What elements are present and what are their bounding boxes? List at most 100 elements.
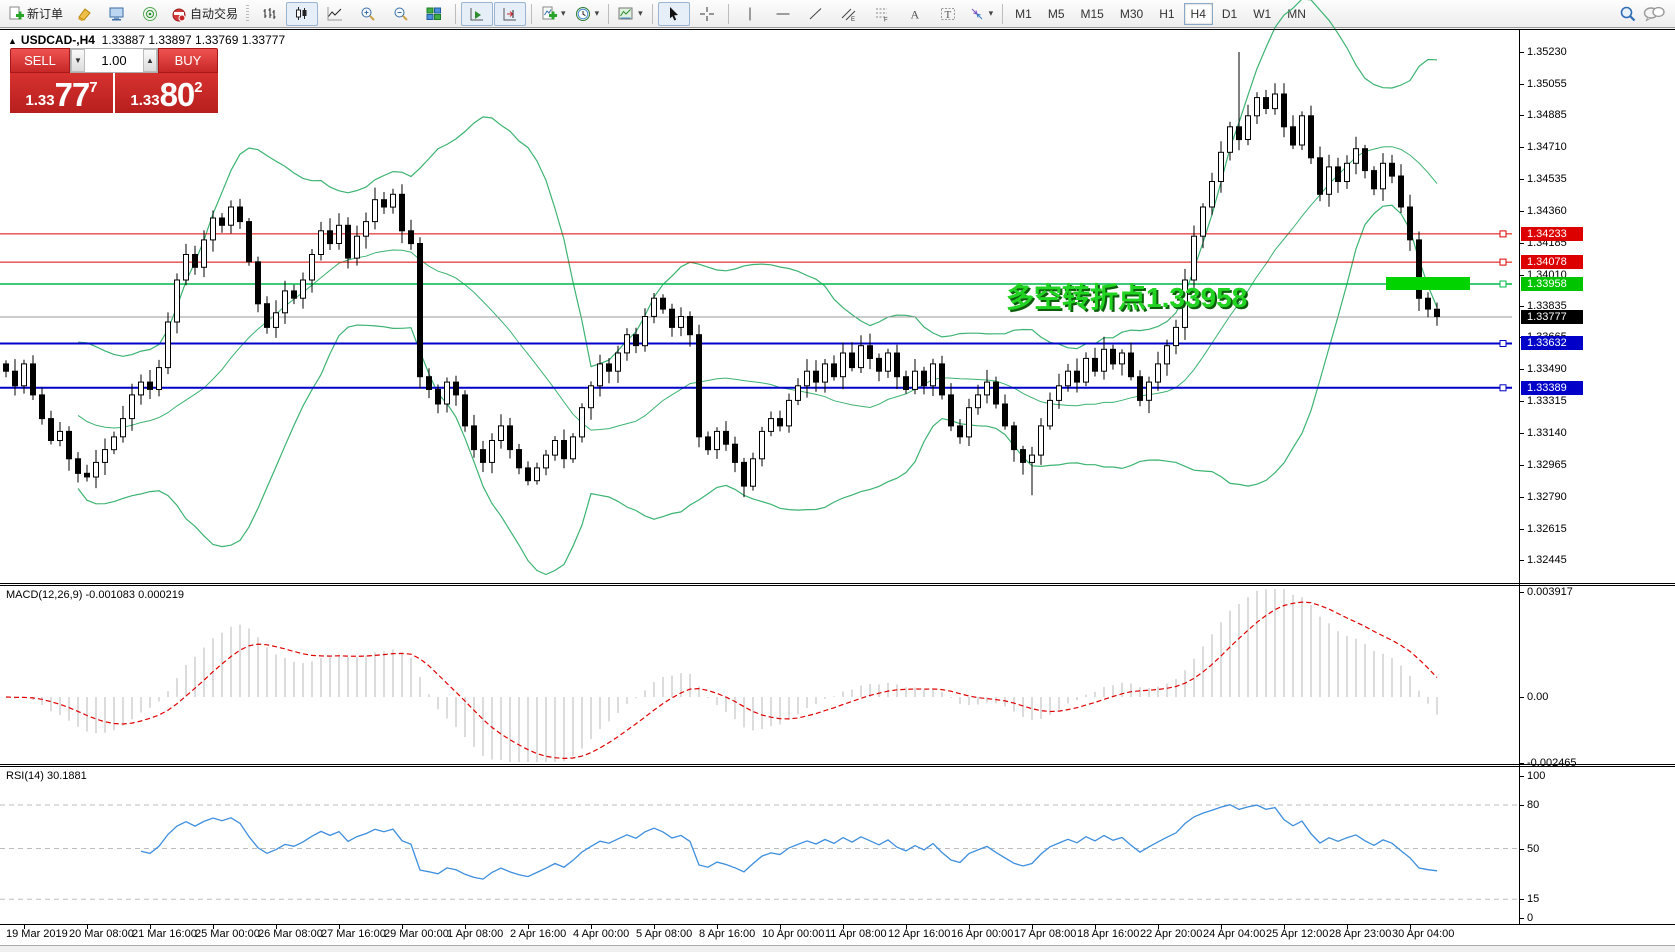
time-axis-label[interactable]: 2 Apr 16:00 xyxy=(510,928,567,940)
cursor-button[interactable] xyxy=(657,1,690,26)
search-icon[interactable] xyxy=(1619,5,1637,23)
time-axis-label[interactable]: 30 Apr 04:00 xyxy=(1392,928,1455,940)
styler-button[interactable] xyxy=(68,2,100,26)
macd-tick-label: 0.003917 xyxy=(1527,586,1573,598)
fibonacci-button[interactable]: F xyxy=(866,2,898,26)
bar-chart-button[interactable] xyxy=(253,2,285,26)
volume-decrease-button[interactable]: ▼ xyxy=(71,49,85,72)
time-tick xyxy=(339,924,340,929)
symbol-period-label: USDCAD-,H4 xyxy=(20,33,95,47)
vertical-line-button[interactable] xyxy=(734,2,766,26)
time-axis-label[interactable]: 27 Mar 16:00 xyxy=(321,928,386,940)
horizontal-line-button[interactable] xyxy=(767,2,799,26)
time-axis-label[interactable]: 10 Apr 00:00 xyxy=(762,928,825,940)
chart-window xyxy=(0,29,1675,945)
time-axis-label[interactable]: 21 Mar 16:00 xyxy=(132,928,197,940)
time-axis-label[interactable]: 20 Mar 08:00 xyxy=(69,928,134,940)
price-line-flag[interactable]: 1.34233 xyxy=(1521,227,1583,241)
time-axis-label[interactable]: 8 Apr 16:00 xyxy=(699,928,756,940)
window-edge xyxy=(0,945,1675,946)
svg-text:F: F xyxy=(884,17,888,22)
time-axis-label[interactable]: 26 Mar 08:00 xyxy=(258,928,323,940)
price-line-flag[interactable]: 1.33958 xyxy=(1521,277,1583,291)
dropdown-arrow-icon: ▾ xyxy=(988,8,994,18)
price-line-flag[interactable]: 1.34078 xyxy=(1521,255,1583,269)
price-line-flag[interactable]: 1.33777 xyxy=(1521,310,1583,324)
timeframe-m1[interactable]: M1 xyxy=(1015,6,1032,21)
buy-button[interactable]: BUY xyxy=(158,48,218,73)
timeframe-m5[interactable]: M5 xyxy=(1047,6,1065,21)
price-tick xyxy=(1519,52,1524,53)
text-label-button[interactable]: T xyxy=(932,2,964,26)
line-chart-button[interactable] xyxy=(319,2,351,26)
time-axis-label[interactable]: 16 Apr 00:00 xyxy=(951,928,1014,940)
zoom-out-button[interactable] xyxy=(385,2,417,26)
text-button[interactable]: A xyxy=(899,2,931,26)
time-axis-label[interactable]: 25 Mar 00:00 xyxy=(195,928,260,940)
time-tick xyxy=(906,924,907,929)
templates-button[interactable]: ▾ xyxy=(614,2,647,26)
tile-windows-button[interactable] xyxy=(418,2,450,26)
chat-icon[interactable] xyxy=(1643,5,1665,23)
time-axis-label[interactable]: 4 Apr 00:00 xyxy=(573,928,630,940)
time-axis-label[interactable]: 19 Mar 2019 xyxy=(6,928,68,940)
horizontal-line-icon xyxy=(775,6,791,22)
timeframe-m15[interactable]: M15 xyxy=(1080,6,1104,21)
price-tick xyxy=(1519,179,1524,180)
timeframe-w1[interactable]: W1 xyxy=(1253,6,1272,21)
volume-input[interactable] xyxy=(85,49,143,72)
shapes-button[interactable]: ▾ xyxy=(965,2,998,26)
autotrade-icon xyxy=(171,6,187,22)
time-tick xyxy=(1410,924,1411,929)
time-axis-label[interactable]: 24 Apr 04:00 xyxy=(1203,928,1266,940)
time-axis-label[interactable]: 17 Apr 08:00 xyxy=(1014,928,1077,940)
macd-tick-label: -0.002465 xyxy=(1527,757,1577,769)
time-axis-label[interactable]: 1 Apr 08:00 xyxy=(447,928,504,940)
volume-increase-button[interactable]: ▲ xyxy=(143,49,157,72)
timeframe-bar: M1 M5 M15 M30 H1 H4 D1 W1 MN xyxy=(1008,2,1313,25)
sell-button[interactable]: SELL xyxy=(10,48,70,73)
timeframe-h1[interactable]: H1 xyxy=(1159,6,1175,21)
timeframe-m30[interactable]: M30 xyxy=(1119,6,1144,21)
time-axis-label[interactable]: 5 Apr 08:00 xyxy=(636,928,693,940)
time-axis-label[interactable]: 12 Apr 16:00 xyxy=(888,928,951,940)
time-axis-label[interactable]: 25 Apr 12:00 xyxy=(1266,928,1329,940)
auto-scroll-button[interactable] xyxy=(461,1,494,26)
price-tick xyxy=(1519,433,1524,434)
terminal-button[interactable] xyxy=(101,2,133,26)
panel-separator[interactable] xyxy=(0,583,1675,584)
time-axis-label[interactable]: 22 Apr 20:00 xyxy=(1140,928,1203,940)
time-axis-label[interactable]: 11 Apr 08:00 xyxy=(825,928,887,940)
time-axis-label[interactable]: 18 Apr 16:00 xyxy=(1077,928,1140,940)
price-line-flag[interactable]: 1.33632 xyxy=(1521,336,1583,350)
crosshair-button[interactable] xyxy=(691,2,723,26)
price-scale-axis[interactable] xyxy=(1519,29,1520,924)
time-tick xyxy=(1158,924,1159,929)
price-tick-label: 1.32965 xyxy=(1527,459,1567,471)
rsi-tick-label: 15 xyxy=(1527,893,1540,905)
price-line-flag[interactable]: 1.33389 xyxy=(1521,381,1583,395)
price-tick xyxy=(1519,401,1524,402)
price-tick-label: 1.34360 xyxy=(1527,205,1567,217)
time-axis-label[interactable]: 28 Apr 23:00 xyxy=(1329,928,1392,940)
sell-price-display[interactable]: 1.33 77 7 xyxy=(10,73,113,113)
panel-separator[interactable] xyxy=(0,764,1675,765)
timeframe-h4[interactable]: H4 xyxy=(1183,2,1213,25)
equidistant-channel-button[interactable]: E xyxy=(833,2,865,26)
time-axis-label[interactable]: 29 Mar 00:00 xyxy=(384,928,449,940)
periods-button[interactable]: ▾ xyxy=(571,2,604,26)
signal-button[interactable] xyxy=(134,2,166,26)
trendline-button[interactable] xyxy=(800,2,832,26)
candlestick-chart-button[interactable] xyxy=(286,1,319,26)
zoom-in-button[interactable] xyxy=(352,2,384,26)
add-indicator-button[interactable]: ▾ xyxy=(537,2,570,26)
collapse-arrow-icon[interactable]: ▲ xyxy=(8,36,17,46)
timeframe-mn[interactable]: MN xyxy=(1287,6,1306,21)
timeframe-d1[interactable]: D1 xyxy=(1221,6,1238,21)
price-tick-label: 1.34885 xyxy=(1527,109,1567,121)
chart-shift-button[interactable] xyxy=(494,1,527,26)
new-order-button[interactable]: 新订单 xyxy=(4,2,67,26)
autotrade-button[interactable]: 自动交易 xyxy=(167,2,242,26)
buy-price-display[interactable]: 1.33 80 2 xyxy=(115,73,218,113)
price-tick-label: 1.33315 xyxy=(1527,395,1567,407)
